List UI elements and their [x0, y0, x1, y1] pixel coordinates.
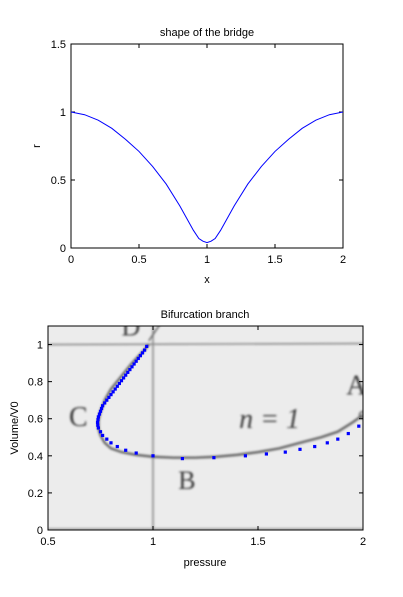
series-point — [109, 441, 113, 445]
y-tick-label: 0 — [37, 525, 43, 537]
scan-label-a: A — [346, 371, 367, 402]
scan-labels: D C B An = 1 — [69, 312, 367, 495]
series-point — [101, 404, 105, 408]
y-tick-label: 0.5 — [51, 175, 66, 187]
scan-curve — [97, 343, 363, 459]
series-point — [99, 406, 104, 411]
series-point — [298, 447, 302, 451]
series-point — [136, 356, 140, 361]
series-point — [151, 454, 155, 458]
series-point — [95, 420, 100, 425]
x-axis-label: x — [204, 274, 210, 286]
series-point — [124, 373, 128, 377]
x-tick-label: 0.5 — [40, 536, 55, 548]
series-point — [107, 395, 111, 399]
series-point — [122, 376, 126, 380]
y-tick-label: 1.5 — [51, 39, 66, 51]
x-tick-label: 1 — [204, 254, 210, 266]
axis-ticks: 0.5 1 1.5 2 0 0.2 0.4 0.6 0.8 1 — [28, 326, 366, 548]
series-point — [103, 401, 107, 405]
series-point — [98, 409, 103, 413]
series-point — [105, 398, 109, 402]
series-point — [126, 370, 130, 374]
series-point — [130, 365, 134, 369]
series-point — [325, 441, 329, 445]
scan-point-a-marker — [358, 410, 363, 420]
series-point — [105, 437, 109, 441]
y-tick-label: 1 — [37, 340, 43, 352]
scan-label-b: B — [178, 466, 195, 495]
series-point — [145, 344, 149, 348]
y-tick-label: 1 — [60, 107, 66, 119]
series-point — [119, 379, 124, 383]
series-point — [134, 359, 138, 363]
series-point — [138, 354, 142, 358]
series-point — [98, 430, 103, 434]
series-point — [101, 433, 105, 438]
series-point — [336, 437, 340, 441]
chart-shape-of-bridge: shape of the bridge 0 0.5 1 1.5 200.511.5 x … — [31, 27, 346, 286]
y-tick-label: 0.2 — [28, 488, 43, 500]
axis-ticks: 0 0.5 1 1.5 2 0 0.5 1 1.5 — [51, 39, 346, 266]
series-point — [96, 423, 100, 427]
series-point — [111, 390, 115, 394]
x-tick-label: 1.5 — [250, 536, 265, 548]
scan-frame-top — [48, 342, 363, 346]
y-axis-label: Volume/V0 — [9, 401, 21, 454]
scan-diagonal-line — [148, 326, 160, 342]
plot-area — [48, 326, 363, 530]
series-group — [95, 344, 361, 461]
series-point — [96, 415, 100, 419]
series-point — [109, 393, 113, 397]
scan-label-n-label: n = 1 — [239, 404, 300, 435]
series-point — [115, 444, 119, 449]
series-point — [283, 450, 287, 454]
series-point — [132, 362, 136, 366]
series-point — [113, 387, 117, 391]
series-point — [115, 384, 119, 388]
series-point — [140, 351, 145, 355]
y-tick-label: 0.8 — [28, 377, 43, 389]
series-point — [180, 457, 184, 461]
x-tick-label: 2 — [340, 254, 346, 266]
series-point — [264, 452, 268, 456]
series-line — [71, 111, 343, 244]
plot-area — [70, 43, 344, 249]
series-point — [134, 451, 138, 455]
series-point — [97, 412, 102, 416]
x-tick-label: 1 — [150, 536, 156, 548]
series-point — [243, 454, 247, 458]
plot-frame — [47, 325, 364, 531]
series-point — [313, 444, 317, 449]
series-point — [346, 431, 350, 436]
chart-title: Bifurcation branch — [161, 309, 250, 321]
series-point — [143, 348, 147, 352]
y-tick-label: 0.4 — [28, 451, 43, 463]
x-tick-label: 2 — [360, 536, 366, 548]
chart-title: shape of the bridge — [160, 27, 254, 39]
x-tick-label: 1.5 — [267, 254, 282, 266]
series-point — [124, 448, 128, 452]
y-axis-label: r — [31, 144, 43, 148]
scan-artwork — [48, 326, 363, 530]
y-tick-label: 0.6 — [28, 414, 43, 426]
x-axis-label: pressure — [184, 557, 227, 569]
series-point — [96, 426, 100, 430]
scan-label-c: C — [69, 402, 88, 433]
series-point — [212, 456, 216, 460]
y-tick-label: 0 — [60, 243, 66, 255]
x-tick-label: 0.5 — [131, 254, 146, 266]
series-point — [128, 367, 132, 372]
scan-label-d: D — [122, 312, 141, 341]
series-point — [117, 381, 121, 386]
series-group — [71, 111, 343, 244]
series-point — [357, 424, 361, 428]
series-point — [96, 418, 100, 422]
x-tick-label: 0 — [68, 254, 74, 266]
scanned-figure-background: D C B An = 1 — [48, 312, 367, 530]
